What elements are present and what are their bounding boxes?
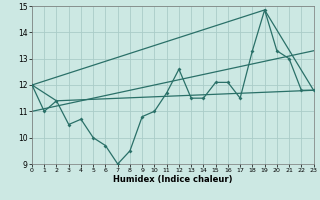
X-axis label: Humidex (Indice chaleur): Humidex (Indice chaleur) [113, 175, 233, 184]
